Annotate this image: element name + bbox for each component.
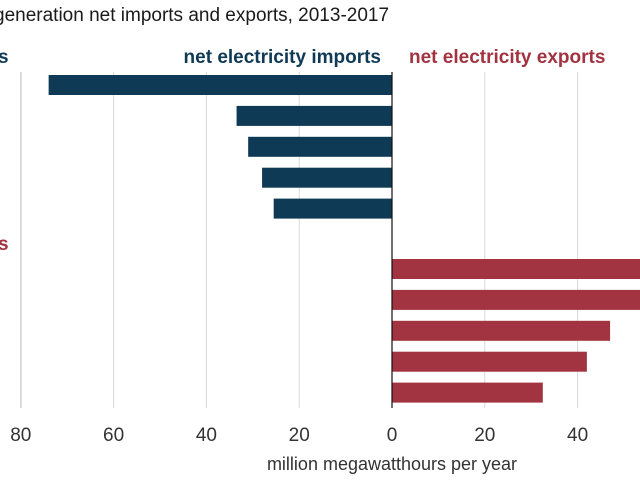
x-tick-label: 0 (387, 425, 398, 446)
x-tick-label: 40 (567, 425, 588, 446)
import-bar (236, 105, 392, 126)
export-bar (392, 259, 640, 279)
chart-title: generation net imports and exports, 2013… (0, 5, 390, 26)
import-bar (262, 167, 392, 188)
group-label-exports: s (0, 234, 9, 255)
group-label-imports: s (0, 47, 9, 68)
export-bar (392, 289, 640, 310)
x-tick-label: 40 (196, 425, 217, 446)
export-bar (392, 351, 587, 372)
import-bar (48, 75, 392, 95)
x-tick-label: 80 (10, 425, 31, 446)
import-bar (248, 136, 392, 157)
x-tick-label: 20 (474, 425, 495, 446)
x-axis-ticks: 80 60 40 20 0 20 40 (10, 425, 588, 446)
bars (48, 75, 640, 403)
import-bar (273, 198, 392, 219)
legend-imports: net electricity imports (184, 47, 381, 68)
export-bar (392, 382, 543, 403)
legend-exports: net electricity exports (409, 47, 605, 68)
x-tick-label: 20 (289, 425, 310, 446)
x-tick-label: 60 (103, 425, 124, 446)
x-axis-title: million megawatthours per year (267, 454, 517, 474)
export-bar (392, 320, 611, 341)
